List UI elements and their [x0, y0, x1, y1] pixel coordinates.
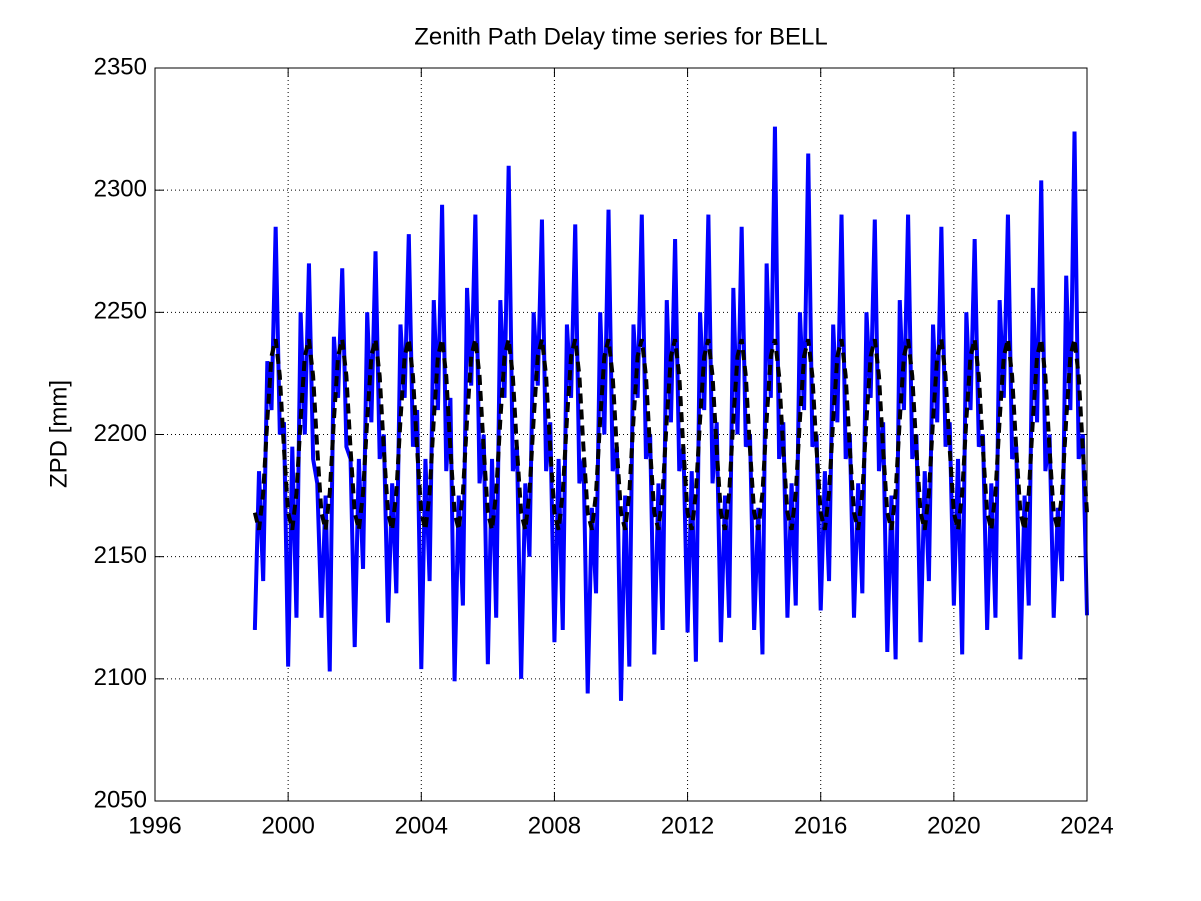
- y-tick-label: 2300: [94, 176, 147, 203]
- y-axis-label: ZPD [mm]: [45, 380, 72, 488]
- model-line: [252, 338, 1089, 531]
- y-tick-label: 2150: [94, 542, 147, 569]
- x-tick-label: 2020: [927, 812, 980, 839]
- y-tick-label: 2200: [94, 420, 147, 447]
- x-tick-label: 2012: [661, 812, 714, 839]
- y-tick-label: 2350: [94, 53, 147, 80]
- axes-box: [154, 67, 1088, 802]
- x-tick-label: 2000: [261, 812, 314, 839]
- x-tick-label: 2024: [1060, 812, 1113, 839]
- x-tick-label: 1996: [128, 812, 181, 839]
- y-tick-label: 2050: [94, 786, 147, 813]
- x-tick-label: 2008: [528, 812, 581, 839]
- x-tick-label: 2016: [794, 812, 847, 839]
- chart-title: Zenith Path Delay time series for BELL: [414, 23, 828, 50]
- x-tick-label: 2004: [395, 812, 448, 839]
- y-tick-label: 2250: [94, 298, 147, 325]
- y-tick-label: 2100: [94, 664, 147, 691]
